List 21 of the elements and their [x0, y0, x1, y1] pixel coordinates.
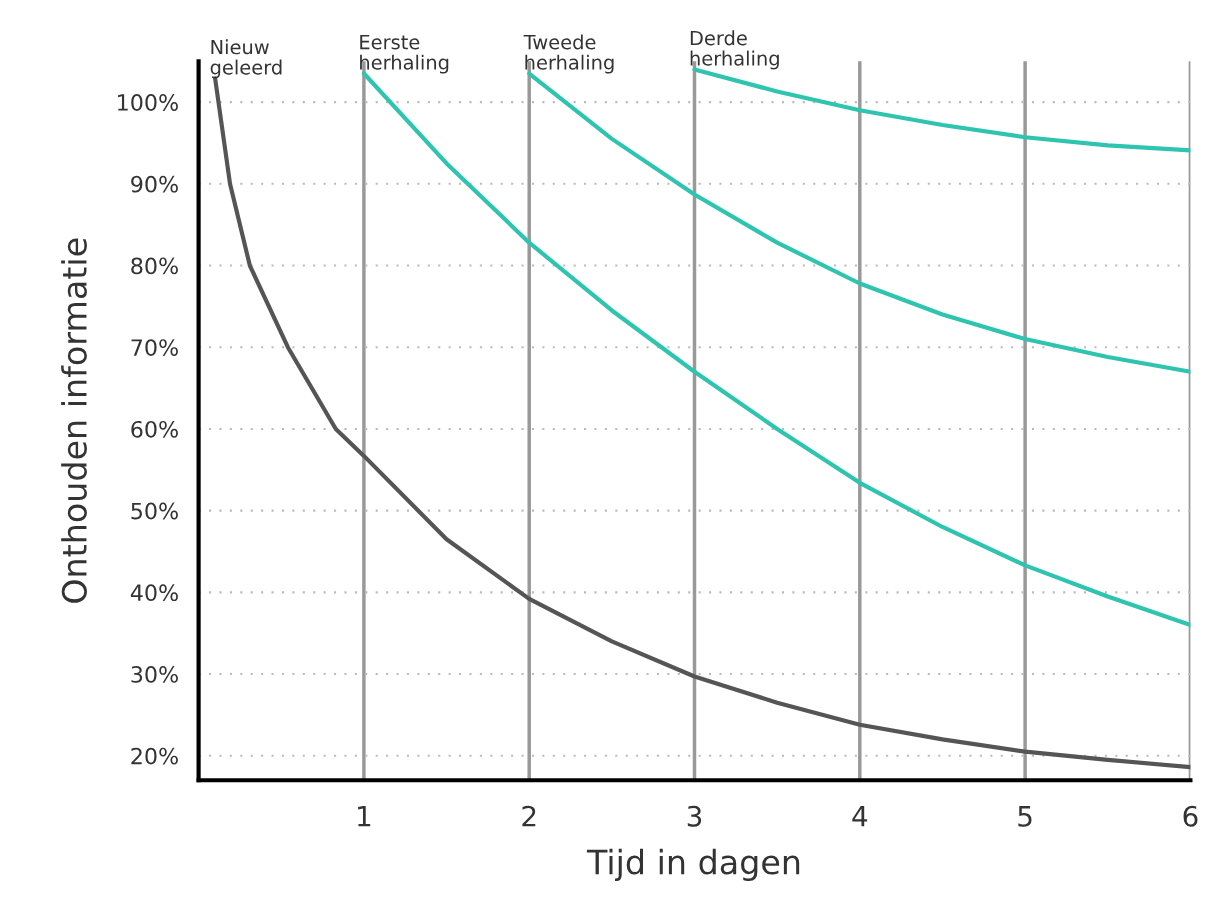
x-tick-label: 3	[687, 805, 702, 827]
y-tick-label: 50%	[131, 502, 178, 520]
annotation: Eerste herhaling	[360, 35, 449, 74]
y-tick-label: 100%	[118, 94, 178, 111]
x-tick-label: 5	[1018, 806, 1032, 827]
x-tick-label: 2	[522, 805, 536, 827]
y-tick-label: 90%	[131, 175, 178, 193]
annotation: Nieuw geleerd	[210, 39, 282, 79]
y-tick-label: 30%	[131, 666, 178, 683]
y-tick-label: 60%	[131, 420, 178, 438]
annotation: Derde herhaling	[690, 30, 779, 70]
y-tick-label: 70%	[131, 339, 178, 356]
x-tick-label: 4	[852, 806, 868, 827]
x-axis-title: Tijd in dagen	[586, 848, 800, 882]
x-tick-label: 1	[358, 806, 371, 827]
y-tick-label: 80%	[131, 257, 178, 275]
x-tick-label: 6	[1183, 805, 1198, 827]
y-tick-label: 40%	[130, 584, 178, 602]
y-tick-label: 20%	[131, 747, 178, 765]
y-axis-title: Onthouden informatie	[61, 238, 87, 603]
annotation: Tweede herhaling	[523, 34, 614, 74]
